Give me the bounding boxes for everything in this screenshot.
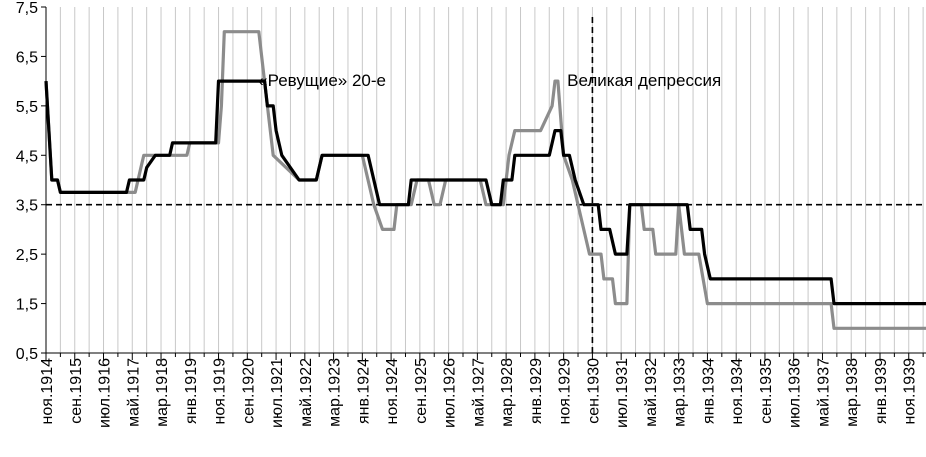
x-tick-label: мар.1933 xyxy=(672,358,689,427)
x-tick-label: май.1927 xyxy=(470,358,487,427)
x-tick-label: май.1917 xyxy=(125,358,142,427)
y-tick-label: 5,5 xyxy=(16,99,38,116)
x-tick-label: май.1937 xyxy=(816,358,833,427)
x-tick-label: янв.1939 xyxy=(873,358,890,424)
series-line-2 xyxy=(44,79,926,306)
x-tick-label: ноя.1914 xyxy=(39,358,56,425)
series-lines xyxy=(44,30,926,330)
x-tick-label: сен.1935 xyxy=(758,358,775,424)
x-tick-label: сен.1930 xyxy=(585,358,602,424)
x-tick-labels: ноя.1914 сен.1915 июл.1916 май.1917 мар.1918… xyxy=(39,358,919,428)
x-tick-label: ноя.1939 xyxy=(902,358,919,425)
x-tick-label: май.1922 xyxy=(298,358,315,427)
axes xyxy=(41,6,926,360)
x-tick-label: сен.1915 xyxy=(68,358,85,424)
y-tick-label: 7,5 xyxy=(16,0,38,17)
x-tick-label: ноя.1929 xyxy=(557,358,574,425)
annotations: «Ревущие» 20-е Великая депрессия xyxy=(258,71,721,90)
x-tick-label: июл.1931 xyxy=(614,358,631,428)
x-tick-label: июл.1926 xyxy=(442,358,459,428)
x-tick-label: янв.1929 xyxy=(528,358,545,424)
x-tick-label: июл.1916 xyxy=(97,358,114,428)
x-tick-label: июл.1921 xyxy=(269,358,286,428)
x-tick-label: мар.1938 xyxy=(844,358,861,427)
x-tick-label: мар.1928 xyxy=(499,358,516,427)
y-tick-label: 0,5 xyxy=(16,346,38,363)
x-tick-label: янв.1924 xyxy=(355,358,372,424)
x-tick-label: сен.1925 xyxy=(413,358,430,424)
y-tick-label: 6,5 xyxy=(16,49,38,66)
y-tick-label: 2,5 xyxy=(16,247,38,264)
x-tick-label: янв.1934 xyxy=(700,358,717,424)
x-tick-label: июл.1936 xyxy=(787,358,804,428)
x-tick-label: сен.1920 xyxy=(240,358,257,424)
x-tick-label: мар.1923 xyxy=(327,358,344,427)
x-tick-label: мар.1918 xyxy=(154,358,171,427)
x-tick-label: ноя.1924 xyxy=(384,358,401,425)
y-tick-labels: 0,5 1,5 2,5 3,5 4,5 5,5 6,5 7,5 xyxy=(16,0,38,363)
x-tick-label: ноя.1934 xyxy=(729,358,746,425)
x-tick-label: янв.1919 xyxy=(183,358,200,424)
annotation-label-1: «Ревущие» 20-е xyxy=(258,71,386,90)
y-tick-label: 3,5 xyxy=(16,198,38,215)
x-tick-label: ноя.1919 xyxy=(212,358,229,425)
y-tick-label: 4,5 xyxy=(16,148,38,165)
x-tick-label: май.1932 xyxy=(643,358,660,427)
annotation-label-2: Великая депрессия xyxy=(567,71,721,90)
y-tick-label: 1,5 xyxy=(16,297,38,314)
